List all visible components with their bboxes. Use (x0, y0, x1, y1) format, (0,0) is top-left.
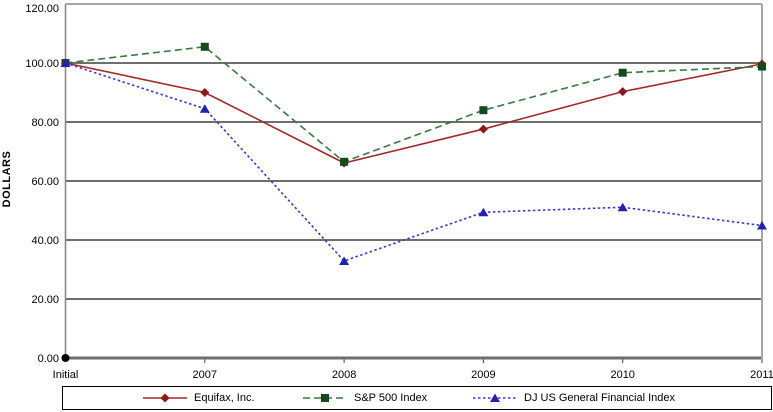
triangle-marker (60, 58, 71, 67)
x-tick-label: 2008 (332, 369, 356, 381)
legend-item-sp500: S&P 500 Index (301, 387, 427, 409)
diamond-marker (478, 124, 488, 134)
triangle-marker (339, 256, 350, 265)
x-tick-label: 2010 (610, 369, 634, 381)
x-tick-label: 2011 (750, 369, 773, 381)
origin-marker (61, 354, 70, 362)
legend-item-djfinancial: DJ US General Financial Index (471, 387, 675, 409)
square-marker (479, 106, 488, 115)
square-marker (321, 394, 329, 402)
diamond-marker (618, 87, 628, 97)
y-tick-label: 60.00 (31, 176, 59, 188)
x-tick-label: 2009 (471, 369, 495, 381)
legend-label-sp500: S&P 500 Index (354, 392, 428, 404)
legend-sample-line-sp500 (303, 394, 347, 402)
legend-item-equifax: Equifax, Inc. (141, 387, 255, 409)
y-tick-label: 120.00 (25, 3, 59, 15)
triangle-marker (490, 393, 500, 402)
y-tick-label: 80.00 (31, 117, 59, 129)
series-line-0 (65, 62, 763, 164)
legend-label-equifax: Equifax, Inc. (194, 392, 255, 404)
legend-sample-line-equifax (143, 393, 187, 403)
series-line-1 (65, 45, 763, 163)
legend-label-djfinancial: DJ US General Financial Index (524, 392, 676, 404)
x-tick-label: Initial (53, 369, 79, 381)
triangle-marker (757, 221, 767, 230)
triangle-marker (478, 207, 489, 217)
series-line-2 (65, 62, 763, 262)
triangle-marker (199, 104, 210, 113)
triangle-marker (617, 202, 628, 212)
square-marker (758, 62, 766, 71)
diamond-marker (200, 88, 210, 97)
y-tick-label: 20.00 (31, 294, 59, 306)
x-tick-label: 2007 (193, 369, 217, 381)
square-marker (618, 68, 627, 77)
legend: Equifax, Inc. S&P 500 Index DJ US Genera… (62, 386, 772, 410)
legend-sample-line-djfinancial (473, 393, 517, 402)
square-marker (340, 157, 349, 166)
square-marker (200, 42, 209, 51)
y-tick-label: 40.00 (31, 235, 59, 247)
diamond-marker (160, 393, 170, 403)
y-tick-label: 100.00 (25, 58, 59, 70)
y-tick-label: 0.00 (38, 353, 59, 365)
